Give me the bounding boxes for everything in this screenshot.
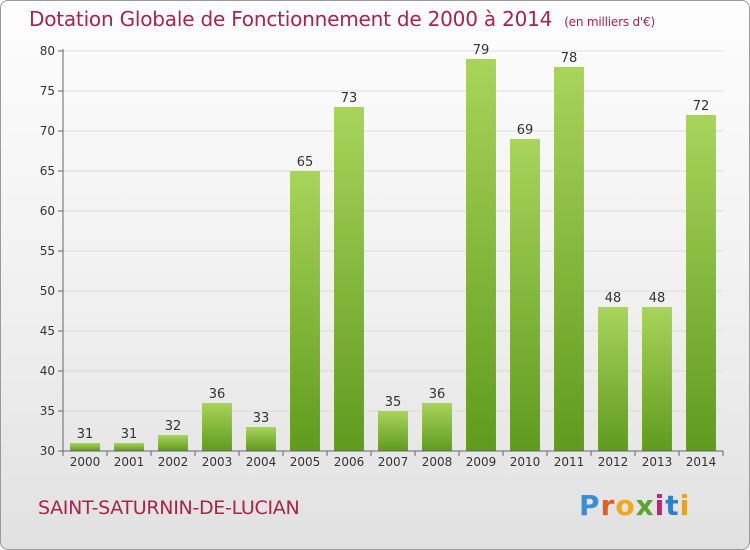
data-label: 33 <box>253 411 270 426</box>
x-tick-label: 2011 <box>554 455 585 469</box>
x-tick-label: 2012 <box>598 455 629 469</box>
bar <box>246 427 276 451</box>
x-tick-label: 2004 <box>246 455 277 469</box>
data-label: 69 <box>517 123 534 138</box>
x-tick-label: 2003 <box>202 455 233 469</box>
bar <box>510 139 540 451</box>
data-label: 35 <box>385 395 402 410</box>
data-label: 73 <box>341 91 358 106</box>
x-tick-label: 2010 <box>510 455 541 469</box>
axes: 30 35 40 45 50 55 60 65 70 75 80 2000 2001 2002 2003 20… <box>40 44 724 469</box>
chart-title: Dotation Globale de Fonctionnement de 20… <box>29 7 655 31</box>
y-tick-label: 30 <box>40 444 55 458</box>
bar <box>642 307 672 451</box>
x-tick-label: 2009 <box>466 455 497 469</box>
bar <box>554 67 584 451</box>
y-tick-label: 60 <box>40 204 55 218</box>
x-tick-label: 2006 <box>334 455 365 469</box>
commune-name: SAINT-SATURNIN-DE-LUCIAN <box>38 497 300 519</box>
data-label: 31 <box>77 427 94 442</box>
data-label: 31 <box>121 427 138 442</box>
y-tick-label: 55 <box>40 244 55 258</box>
y-tick-label: 80 <box>40 44 55 58</box>
data-label: 48 <box>649 291 666 306</box>
bar <box>290 171 320 451</box>
bar <box>598 307 628 451</box>
data-label: 36 <box>209 387 226 402</box>
bar <box>114 443 144 451</box>
y-tick-label: 50 <box>40 284 55 298</box>
y-tick-label: 35 <box>40 404 55 418</box>
bar <box>202 403 232 451</box>
data-label: 48 <box>605 291 622 306</box>
x-tick-label: 2001 <box>114 455 145 469</box>
labels: 31 31 32 36 33 65 73 35 36 79 69 78 48 48 72 <box>77 43 710 442</box>
proxiti-logo: Proxiti <box>579 489 691 522</box>
data-label: 36 <box>429 387 446 402</box>
chart-subtitle: (en milliers d'€) <box>564 15 655 29</box>
bar <box>158 435 188 451</box>
bars <box>70 59 716 451</box>
x-tick-label: 2008 <box>422 455 453 469</box>
x-tick-label: 2002 <box>158 455 189 469</box>
y-tick-label: 45 <box>40 324 55 338</box>
bar <box>70 443 100 451</box>
data-label: 72 <box>693 99 710 114</box>
bar <box>334 107 364 451</box>
data-label: 79 <box>473 43 490 58</box>
y-tick-label: 75 <box>40 84 55 98</box>
bar <box>686 115 716 451</box>
data-label: 78 <box>561 51 578 66</box>
bar <box>422 403 452 451</box>
x-tick-label: 2007 <box>378 455 409 469</box>
data-label: 65 <box>297 155 314 170</box>
x-tick-label: 2014 <box>686 455 717 469</box>
x-tick-label: 2005 <box>290 455 321 469</box>
y-tick-label: 65 <box>40 164 55 178</box>
y-tick-label: 40 <box>40 364 55 378</box>
x-tick-label: 2000 <box>70 455 101 469</box>
x-tick-label: 2013 <box>642 455 673 469</box>
data-label: 32 <box>165 419 182 434</box>
y-tick-label: 70 <box>40 124 55 138</box>
bar <box>466 59 496 451</box>
chart-title-text: Dotation Globale de Fonctionnement de 20… <box>29 7 553 31</box>
bar <box>378 411 408 451</box>
